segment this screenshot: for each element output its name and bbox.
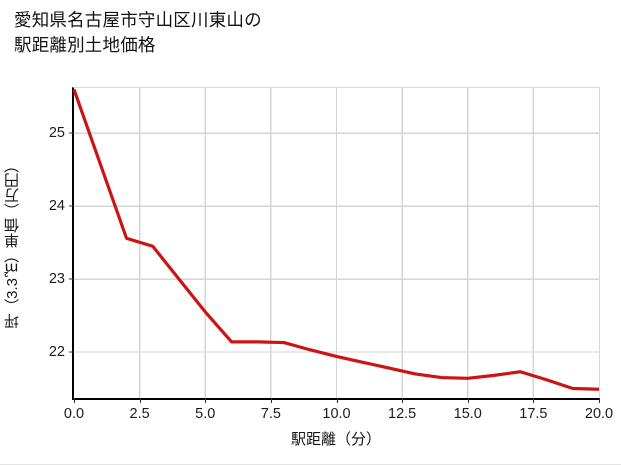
x-tick-mark	[599, 398, 600, 403]
y-axis-title-text: 坪（3.3㎡）単価（万円）	[3, 158, 21, 329]
x-tick-label: 7.5	[260, 406, 281, 422]
y-tick-mark	[69, 205, 74, 207]
y-tick-label: 25	[48, 125, 65, 142]
y-tick-mark	[69, 278, 74, 280]
x-tick-mark	[336, 398, 338, 403]
y-tick-mark	[69, 351, 74, 353]
x-tick-mark	[467, 398, 469, 403]
y-tick-label: 23	[48, 271, 65, 288]
x-tick-label: 15.0	[453, 406, 482, 422]
x-tick-mark	[74, 398, 75, 403]
y-tick-label: 22	[48, 344, 65, 361]
x-tick-label: 0.0	[63, 406, 85, 422]
x-tick-label: 17.5	[519, 406, 548, 422]
x-tick-label: 2.5	[129, 406, 150, 422]
x-tick-mark	[270, 398, 272, 403]
page-title: 愛知県名古屋市守山区川東山の 駅距離別土地価格	[14, 10, 262, 55]
x-tick-label: 10.0	[322, 406, 351, 422]
x-axis-title: 駅距離（分）	[290, 431, 381, 448]
x-tick-mark	[139, 398, 141, 403]
x-tick-mark	[205, 398, 207, 403]
x-tick-label: 20.0	[584, 406, 614, 422]
y-tick-mark	[69, 132, 74, 134]
plot-area: 22 23 24 25 0.0 2.5 5.0 7.5 10.0 12.5 15.0 17.5 20.0	[49, 87, 613, 422]
series-line	[72, 88, 600, 391]
x-tick-mark	[533, 398, 535, 403]
series-line-group	[72, 88, 600, 391]
y-axis-title: 坪（3.3㎡）単価（万円）	[0, 87, 24, 400]
x-tick-label: 5.0	[195, 406, 216, 422]
x-tick-label: 12.5	[388, 406, 417, 422]
y-tick-label: 24	[48, 198, 65, 215]
x-tick-mark	[402, 398, 404, 403]
